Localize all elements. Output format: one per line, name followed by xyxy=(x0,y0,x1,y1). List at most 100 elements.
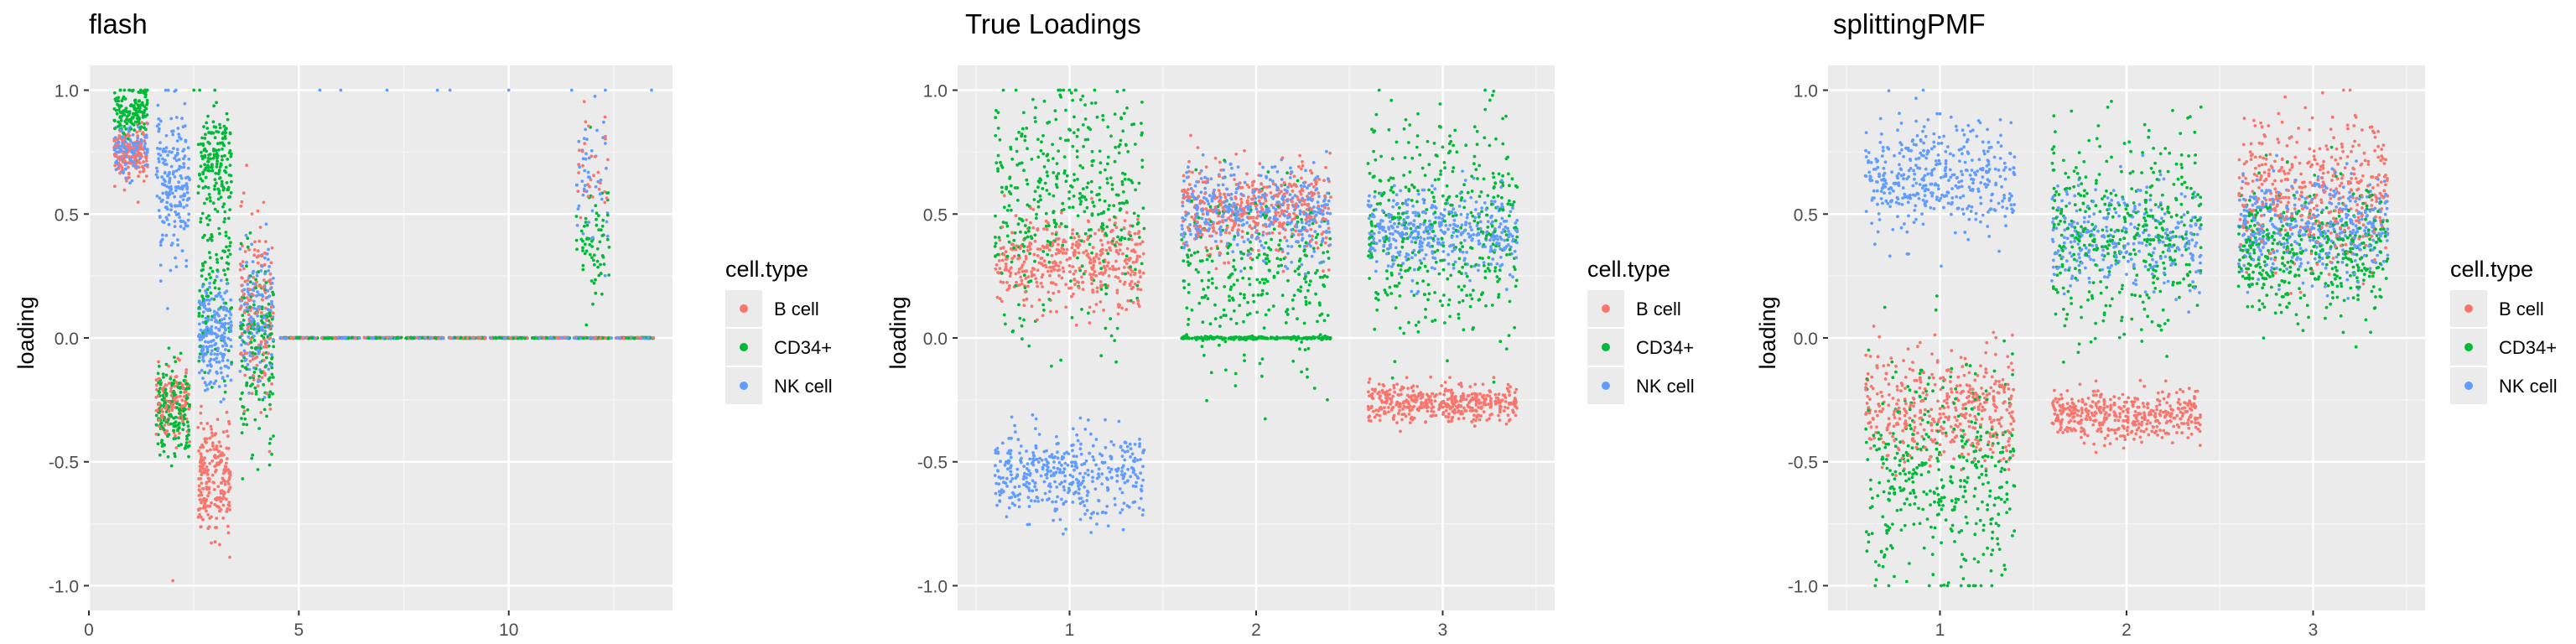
data-point xyxy=(154,423,158,427)
data-point xyxy=(1034,120,1037,123)
data-point xyxy=(245,296,249,299)
data-point xyxy=(200,314,205,318)
data-point xyxy=(168,176,172,180)
data-point xyxy=(199,142,203,146)
data-point xyxy=(1042,309,1046,312)
data-point xyxy=(219,195,223,200)
data-point xyxy=(186,424,190,428)
data-point xyxy=(1000,165,1005,169)
data-point xyxy=(182,165,186,169)
data-point xyxy=(207,193,211,196)
data-point xyxy=(1498,268,1502,273)
legend-label: B cell xyxy=(774,299,819,319)
data-point xyxy=(523,336,527,340)
data-point xyxy=(647,336,650,340)
data-point xyxy=(258,343,262,347)
data-point xyxy=(247,248,251,252)
data-point xyxy=(586,175,590,179)
data-point xyxy=(164,403,169,408)
data-point xyxy=(262,263,267,267)
data-point xyxy=(1088,242,1092,247)
data-point xyxy=(219,460,222,464)
data-point xyxy=(184,390,188,394)
data-point xyxy=(135,142,139,145)
data-point xyxy=(1081,288,1085,291)
data-point xyxy=(508,336,512,340)
data-point xyxy=(271,376,275,379)
data-point xyxy=(196,191,200,195)
data-point xyxy=(1488,389,1492,392)
data-point xyxy=(599,262,602,267)
data-point xyxy=(584,249,589,253)
data-point xyxy=(215,101,218,105)
data-point xyxy=(1486,226,1490,229)
data-point xyxy=(177,426,181,430)
data-point xyxy=(169,422,174,426)
data-point xyxy=(249,337,252,340)
data-point xyxy=(221,131,226,135)
data-point xyxy=(1046,498,1049,501)
data-point xyxy=(1280,183,1284,187)
data-point xyxy=(1241,276,1245,280)
data-point xyxy=(183,124,187,128)
data-point xyxy=(1104,248,1109,252)
data-point xyxy=(354,336,358,340)
data-point xyxy=(201,377,205,380)
data-point xyxy=(221,137,225,140)
data-point xyxy=(124,167,127,171)
data-point xyxy=(1218,160,1222,164)
data-point xyxy=(173,225,177,228)
data-point xyxy=(158,377,161,381)
data-point xyxy=(1214,267,1218,271)
data-point xyxy=(601,218,605,222)
data-point xyxy=(208,142,211,146)
y-tick-label: 1.0 xyxy=(55,82,79,101)
data-point xyxy=(208,517,212,520)
data-point xyxy=(1141,206,1145,210)
data-point xyxy=(259,269,263,273)
data-point xyxy=(220,481,223,486)
data-point xyxy=(586,195,590,199)
legend-swatch xyxy=(740,343,748,351)
data-point xyxy=(603,115,607,119)
data-point xyxy=(217,449,221,454)
data-point xyxy=(642,336,647,340)
data-point xyxy=(249,298,252,302)
data-point xyxy=(1060,455,1064,459)
data-point xyxy=(208,195,212,200)
data-point xyxy=(199,216,203,221)
data-point xyxy=(1446,262,1451,266)
data-point xyxy=(225,245,228,249)
data-point xyxy=(202,427,205,431)
data-point xyxy=(158,243,163,247)
data-point xyxy=(1091,200,1095,205)
data-point xyxy=(185,190,190,195)
data-point xyxy=(157,423,161,428)
data-point xyxy=(207,169,211,173)
data-point xyxy=(261,328,265,332)
data-point xyxy=(589,239,594,243)
data-point xyxy=(1432,142,1436,145)
data-point xyxy=(157,152,161,156)
plot-area-flash: -1.0-0.50.00.51.00 5 10 xyxy=(49,65,673,640)
data-point xyxy=(164,233,169,237)
data-point xyxy=(1049,309,1052,314)
data-point xyxy=(222,202,226,206)
data-point xyxy=(225,344,229,348)
data-point xyxy=(605,237,610,242)
data-point xyxy=(244,233,248,237)
data-point xyxy=(996,270,1000,274)
data-point xyxy=(202,305,206,309)
data-point xyxy=(1468,225,1472,229)
data-point xyxy=(1133,460,1136,464)
data-point xyxy=(267,441,272,445)
data-point xyxy=(1232,258,1236,262)
data-point xyxy=(182,162,186,166)
data-point xyxy=(266,325,269,329)
data-point xyxy=(1232,265,1235,268)
data-point xyxy=(1493,227,1497,231)
data-point xyxy=(1026,182,1030,186)
data-point xyxy=(1114,226,1119,230)
data-point xyxy=(184,204,189,207)
data-point xyxy=(208,299,211,302)
